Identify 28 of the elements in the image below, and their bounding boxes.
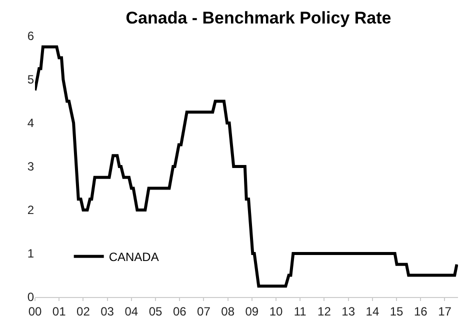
chart-title: Canada - Benchmark Policy Rate xyxy=(126,8,392,28)
x-tick-label: 16 xyxy=(414,304,428,318)
legend-label: CANADA xyxy=(108,250,159,264)
x-tick-label: 06 xyxy=(172,304,187,318)
x-tick-label: 12 xyxy=(318,304,332,318)
y-tick-label: 2 xyxy=(27,203,34,218)
x-tick-label: 03 xyxy=(100,304,114,318)
x-tick-label: 00 xyxy=(28,304,42,318)
y-tick-label: 6 xyxy=(27,29,34,44)
x-tick-label: 13 xyxy=(342,304,356,318)
y-tick-label: 3 xyxy=(27,160,34,174)
y-tick-label: 4 xyxy=(27,116,34,130)
x-tick-label: 07 xyxy=(197,304,211,318)
line-series xyxy=(35,45,458,288)
y-tick-label: 1 xyxy=(27,246,34,261)
x-tick-label: 11 xyxy=(294,304,307,318)
x-tick-label: 15 xyxy=(390,304,404,318)
x-tick-label: 10 xyxy=(269,304,284,318)
x-tick-label: 09 xyxy=(245,304,259,318)
x-tick-label: 04 xyxy=(124,304,138,318)
x-tick-label: 01 xyxy=(52,304,66,318)
x-tick-label: 08 xyxy=(221,304,235,318)
y-tick-label: 5 xyxy=(27,72,34,87)
x-tick-label: 17 xyxy=(438,304,452,318)
x-tick-label: 05 xyxy=(148,304,163,318)
x-tick-label: 02 xyxy=(76,304,90,318)
x-tick-label: 14 xyxy=(366,304,380,318)
y-tick-label: 0 xyxy=(27,290,34,304)
